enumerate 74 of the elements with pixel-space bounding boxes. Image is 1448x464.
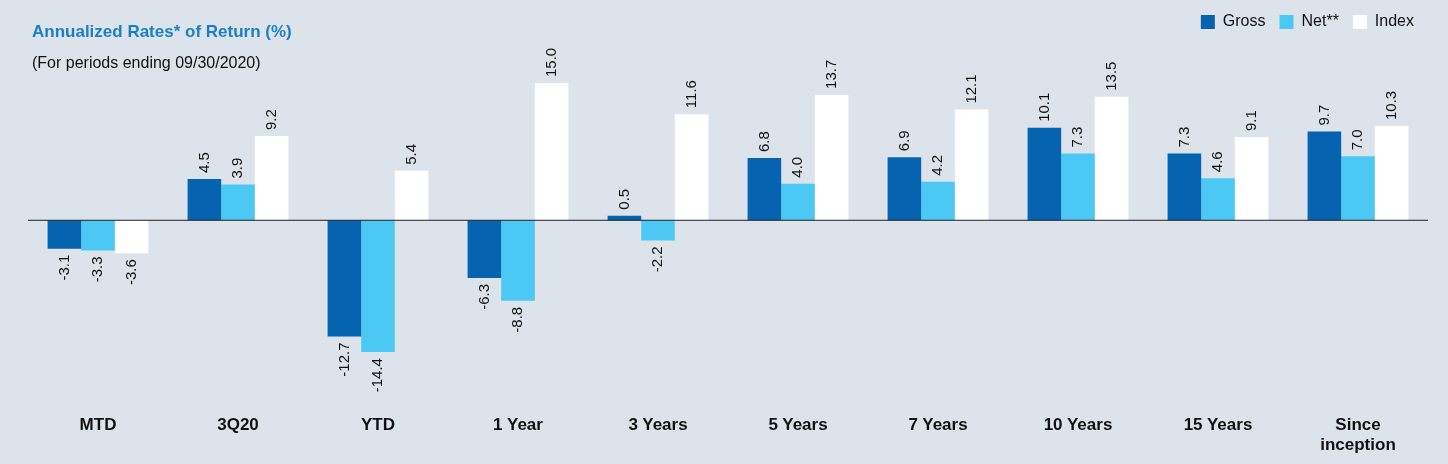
data-label: 10.1 (1034, 92, 1052, 122)
x-tick-label: 3 Years (628, 415, 688, 435)
bar (1374, 126, 1409, 221)
data-label: 10.3 (1381, 90, 1399, 121)
bar (394, 170, 429, 221)
bar (814, 94, 849, 221)
bar (81, 220, 115, 251)
data-label: 13.5 (1101, 61, 1119, 91)
bar (187, 179, 222, 221)
data-label: 7.3 (1174, 126, 1192, 148)
bar (467, 220, 502, 278)
bar (534, 83, 569, 221)
legend-label: Net** (1301, 12, 1339, 30)
bar (1341, 156, 1375, 221)
bar (747, 158, 782, 221)
data-label: 9.7 (1314, 104, 1332, 126)
data-label: -2.2 (648, 246, 666, 273)
data-label: -3.1 (54, 254, 72, 281)
data-label: -3.6 (121, 259, 139, 286)
bar (641, 220, 675, 241)
data-label: 12.1 (961, 74, 979, 104)
bar (921, 181, 955, 221)
bar (1061, 153, 1095, 221)
data-label: 4.0 (788, 156, 806, 178)
bar (114, 220, 149, 254)
bar (1027, 127, 1062, 221)
data-label: 6.8 (754, 131, 772, 153)
data-label: -12.7 (334, 342, 352, 377)
x-tick-label: 15 Years (1183, 415, 1253, 435)
data-label: -14.4 (368, 358, 386, 393)
bar (1201, 178, 1235, 221)
legend-label: Gross (1222, 12, 1266, 30)
bar (254, 136, 289, 221)
bar (47, 220, 82, 249)
bar (361, 220, 395, 353)
data-label: 9.2 (261, 109, 279, 131)
x-tick-label: 3Q20 (217, 415, 259, 435)
data-label: 4.2 (928, 154, 946, 176)
data-label: -3.3 (88, 256, 106, 283)
bar (954, 109, 989, 221)
x-tick-label: Since inception (1320, 415, 1396, 455)
bar (674, 114, 709, 221)
data-label: 0.5 (614, 188, 632, 210)
bar (1307, 131, 1342, 221)
data-label: 5.4 (401, 144, 419, 165)
bar (501, 220, 535, 301)
data-label: 7.3 (1068, 126, 1086, 148)
data-label: 15.0 (541, 47, 559, 78)
bar (1234, 137, 1269, 221)
data-label: -6.3 (474, 283, 492, 310)
data-label: 7.0 (1348, 129, 1366, 151)
x-tick-label: 10 Years (1043, 415, 1113, 435)
data-label: 13.7 (821, 59, 839, 89)
x-tick-label: 5 Years (768, 415, 828, 435)
bar (327, 220, 362, 337)
chart-subtitle: (For periods ending 09/30/2020) (32, 54, 261, 72)
legend-label: Index (1374, 12, 1414, 30)
bar (1094, 96, 1129, 221)
bar (781, 183, 815, 221)
x-tick-label: 1 Year (493, 415, 544, 435)
bar (221, 184, 255, 221)
data-label: 3.9 (228, 157, 246, 179)
data-label: 11.6 (681, 80, 699, 109)
data-label: 4.6 (1208, 151, 1226, 173)
bar (887, 157, 922, 221)
x-tick-label: MTD (79, 415, 117, 435)
data-label: 6.9 (894, 130, 912, 152)
data-label: 4.5 (194, 152, 212, 174)
x-tick-label: YTD (361, 415, 395, 435)
bar (1167, 153, 1202, 221)
chart-title: Annualized Rates* of Return (%) (32, 22, 292, 42)
x-tick-label: 7 Years (908, 415, 968, 435)
data-label: -8.8 (508, 306, 526, 333)
data-label: 9.1 (1241, 110, 1259, 132)
